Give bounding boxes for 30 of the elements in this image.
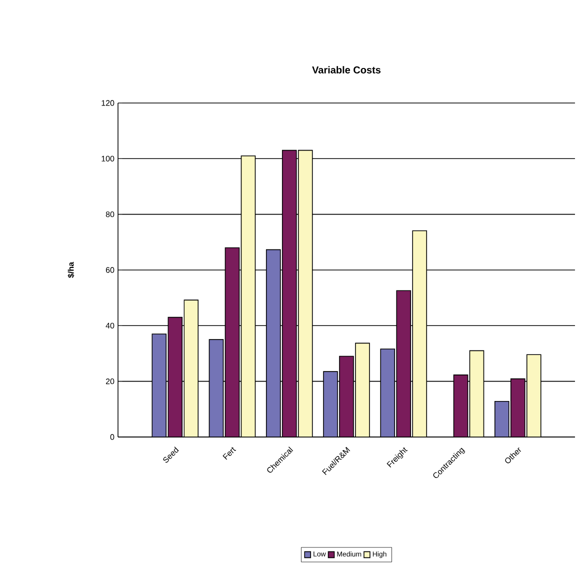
y-tick-label: 120 [102,100,114,106]
y-tick-label: 40 [106,322,114,328]
bar [298,150,313,437]
bar [323,371,338,437]
bar [282,150,297,437]
bar [380,348,396,437]
y-tick-label: 80 [106,211,114,218]
y-tick-label: 20 [106,378,114,384]
y-tick-label: 0 [110,434,114,440]
bar [184,300,199,437]
bar [168,316,183,437]
bar [266,249,281,437]
bar [494,400,510,437]
bar [469,350,484,437]
bar [396,290,412,437]
chart-title: Variable Costs [312,66,381,74]
bar [412,230,428,437]
bar [453,374,468,437]
y-axis-title: $/ha [68,262,74,278]
bar [208,339,224,437]
bar [355,342,370,437]
y-tick-label: 60 [106,267,114,273]
bar [339,356,354,437]
y-tick-label: 100 [102,156,114,162]
bar [224,247,240,437]
bar [526,354,542,437]
bar [240,155,256,437]
bar [510,378,526,437]
x-tick-label: Fert [222,447,236,460]
bar [152,334,167,437]
